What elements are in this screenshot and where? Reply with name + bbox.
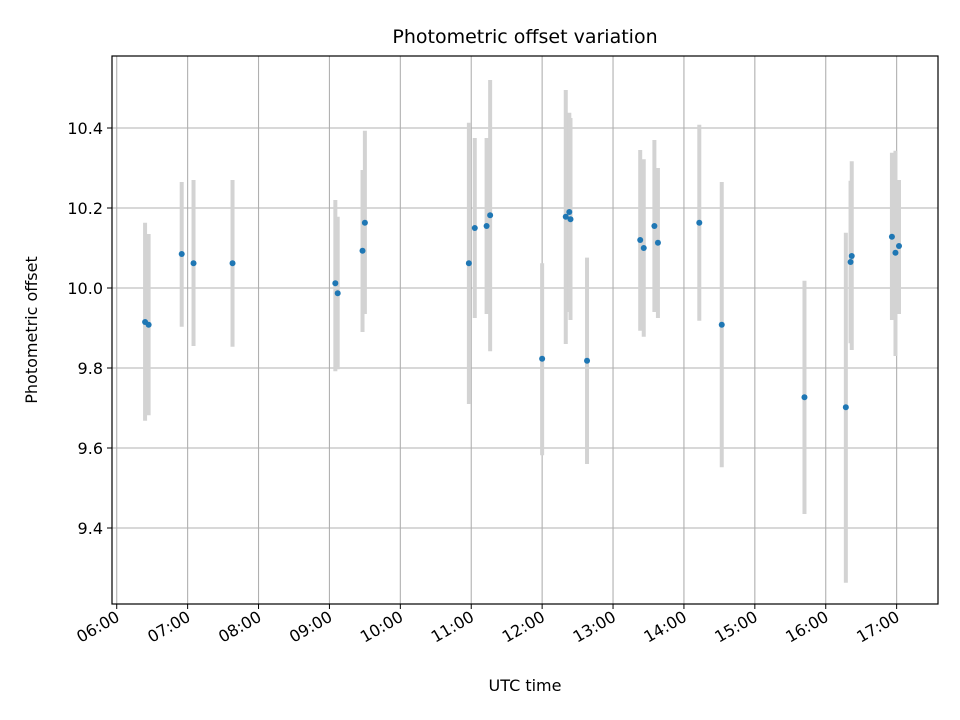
data-point	[359, 247, 366, 254]
y-tick-label: 10.2	[67, 199, 103, 218]
data-point	[145, 321, 152, 328]
data-point	[332, 280, 339, 287]
data-point	[334, 290, 341, 297]
data-point	[562, 213, 569, 220]
y-tick-label: 9.8	[78, 359, 103, 378]
data-point	[801, 394, 808, 401]
data-point	[637, 237, 644, 243]
data-point	[465, 260, 472, 267]
plot-frame	[111, 55, 939, 605]
data-point	[584, 357, 591, 364]
data-point	[847, 259, 854, 265]
data-point	[567, 216, 574, 223]
data-point	[229, 260, 236, 267]
y-tick-label: 10.4	[67, 119, 103, 138]
y-tick-label: 9.6	[78, 439, 103, 458]
data-point	[718, 321, 725, 328]
data-point	[566, 209, 573, 215]
data-point	[361, 219, 368, 226]
y-tick-label: 10.0	[67, 279, 103, 298]
chart-title: Photometric offset variation	[392, 26, 657, 48]
x-axis-label: UTC time	[489, 676, 562, 695]
data-point	[471, 225, 478, 231]
data-point	[842, 404, 849, 411]
data-point	[696, 219, 703, 226]
data-point	[178, 251, 185, 257]
data-point	[848, 253, 855, 259]
data-point	[896, 243, 903, 249]
data-point	[892, 249, 899, 256]
data-point	[483, 223, 490, 229]
data-point	[654, 239, 661, 246]
data-point	[539, 355, 546, 362]
data-point	[640, 245, 647, 251]
data-points	[142, 209, 903, 411]
data-point	[190, 260, 197, 267]
y-axis-label: Photometric offset	[22, 256, 41, 404]
data-point	[651, 223, 658, 229]
y-axis-ticks: 9.4 9.6 9.8 10.0 10.2 10.4	[67, 119, 112, 538]
data-point	[888, 233, 895, 240]
data-point	[487, 212, 494, 219]
y-tick-label: 9.4	[78, 519, 103, 538]
grid-lines	[112, 56, 938, 604]
